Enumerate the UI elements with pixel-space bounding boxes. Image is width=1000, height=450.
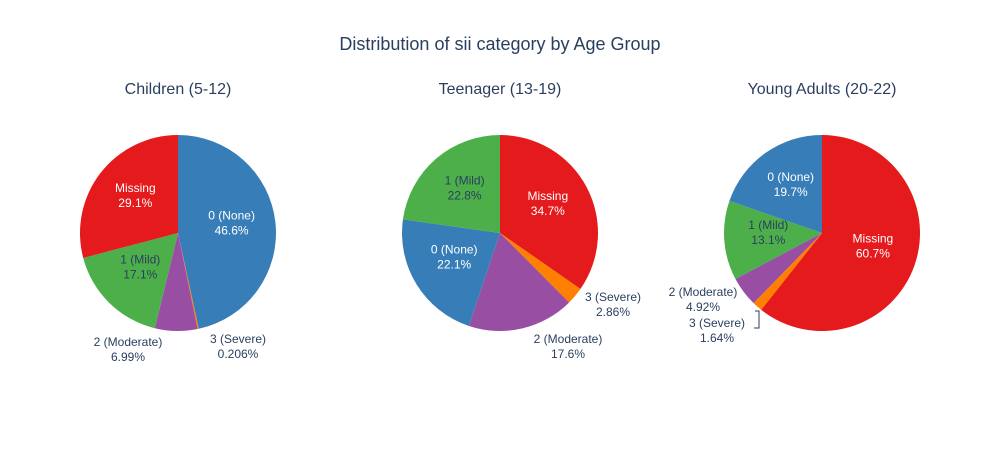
pie-title: Teenager (13-19) bbox=[439, 81, 562, 98]
pie-title: Young Adults (20-22) bbox=[748, 81, 897, 98]
slice-label-missing: Missing 34.7% bbox=[527, 189, 568, 218]
slice-label-0-none: 0 (None) 46.6% bbox=[208, 208, 255, 237]
slice-label-3-severe: 3 (Severe) 0.206% bbox=[210, 332, 266, 361]
slice-0-none[interactable] bbox=[402, 219, 500, 326]
slice-label-0-none: 0 (None) 19.7% bbox=[767, 170, 814, 199]
pies-layer: Children (5-12) 0 (None) 46.6% 3 (Severe) 0.… bbox=[80, 81, 921, 364]
slice-label-missing: Missing 29.1% bbox=[115, 181, 156, 210]
slice-1-mild[interactable] bbox=[83, 233, 178, 329]
slice-missing[interactable] bbox=[761, 134, 921, 331]
slice-label-3-severe: 3 (Severe) 1.64% bbox=[689, 316, 745, 345]
slice-1-mild[interactable] bbox=[402, 135, 500, 233]
pie-3: Young Adults (20-22) Missing 60.7% 3 (Sever… bbox=[669, 81, 921, 345]
slice-label-2-moderate: 2 (Moderate) 6.99% bbox=[94, 335, 163, 364]
slice-label-3-severe: 3 (Severe) 2.86% bbox=[585, 290, 641, 319]
slice-label-1-mild: 1 (Mild) 17.1% bbox=[120, 253, 160, 282]
slice-2-moderate[interactable] bbox=[468, 233, 570, 332]
slice-2-moderate[interactable] bbox=[735, 233, 822, 304]
slice-missing[interactable] bbox=[80, 135, 178, 258]
pie-2: Teenager (13-19) Missing 34.7% 3 (Severe) 2.… bbox=[402, 81, 641, 361]
slice-label-0-none: 0 (None) 22.1% bbox=[431, 242, 478, 271]
slice-2-moderate[interactable] bbox=[154, 233, 198, 332]
slice-label-missing: Missing 60.7% bbox=[853, 232, 894, 261]
label-leader-line bbox=[754, 310, 760, 329]
slice-0-none[interactable] bbox=[729, 135, 822, 233]
slice-0-none[interactable] bbox=[178, 135, 276, 329]
slice-3-severe[interactable] bbox=[753, 233, 822, 310]
slice-label-1-mild: 1 (Mild) 22.8% bbox=[445, 173, 485, 202]
slice-missing[interactable] bbox=[500, 135, 598, 289]
pie-1: Children (5-12) 0 (None) 46.6% 3 (Severe) 0.… bbox=[80, 81, 276, 364]
slice-label-1-mild: 1 (Mild) 13.1% bbox=[748, 218, 788, 247]
slice-1-mild[interactable] bbox=[724, 200, 822, 280]
slice-3-severe[interactable] bbox=[178, 233, 199, 330]
chart-title: Distribution of sii category by Age Grou… bbox=[339, 34, 660, 54]
slice-label-2-moderate: 2 (Moderate) 4.92% bbox=[669, 285, 738, 314]
slice-label-2-moderate: 2 (Moderate) 17.6% bbox=[534, 332, 603, 361]
pie-title: Children (5-12) bbox=[125, 81, 232, 98]
slice-3-severe[interactable] bbox=[500, 233, 581, 303]
